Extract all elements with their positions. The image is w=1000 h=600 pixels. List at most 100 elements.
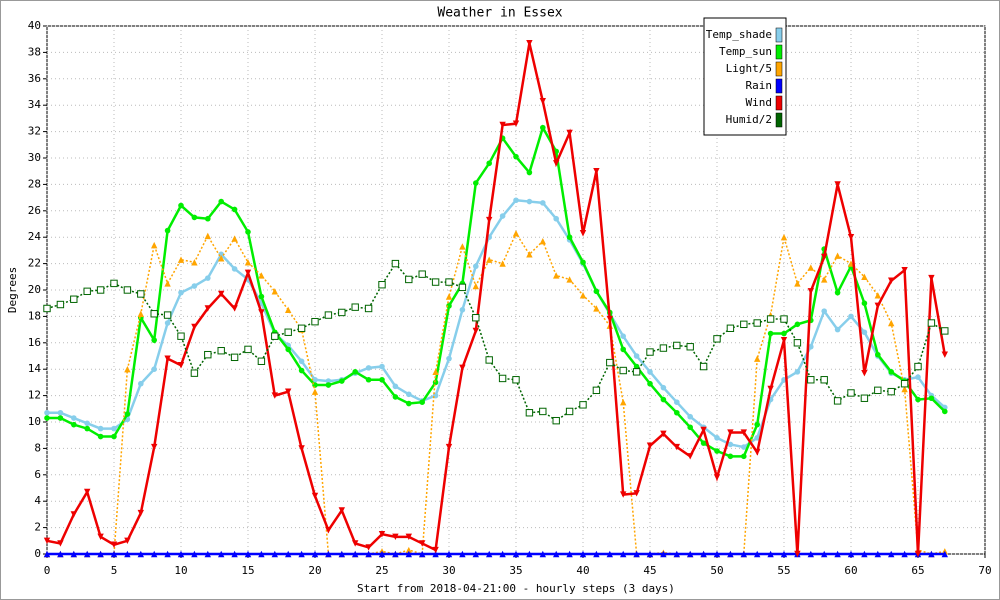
point <box>379 363 385 370</box>
point <box>901 550 908 558</box>
point <box>915 396 921 403</box>
series-line <box>47 231 945 555</box>
point <box>352 369 359 375</box>
point <box>674 399 680 406</box>
point <box>713 335 721 343</box>
point <box>151 550 158 558</box>
x-tick-label: 45 <box>643 564 656 577</box>
point <box>97 425 104 432</box>
point <box>619 366 627 375</box>
point <box>686 343 694 351</box>
point <box>754 421 760 428</box>
point <box>231 235 238 242</box>
point <box>325 382 332 388</box>
x-tick-label: 35 <box>509 564 522 577</box>
point <box>633 490 640 497</box>
point <box>218 255 225 262</box>
point <box>820 376 828 384</box>
point <box>338 308 346 317</box>
point <box>580 259 586 266</box>
point <box>513 153 519 160</box>
legend-swatch <box>775 95 783 111</box>
point <box>191 283 198 289</box>
point <box>177 256 185 263</box>
x-tick-label: 60 <box>844 564 857 577</box>
point <box>687 550 694 558</box>
point <box>419 550 426 558</box>
point <box>164 355 171 362</box>
point <box>311 317 319 326</box>
point <box>57 409 64 416</box>
point <box>419 540 426 547</box>
point <box>632 368 641 376</box>
y-axis-label: Degrees <box>6 267 19 313</box>
point <box>392 383 399 390</box>
point <box>794 280 801 287</box>
point <box>808 343 814 350</box>
point <box>445 550 453 558</box>
point <box>660 384 667 391</box>
point <box>123 286 132 294</box>
point <box>807 550 814 558</box>
point <box>526 550 533 558</box>
legend-label: Humid/2 <box>726 113 772 126</box>
point <box>888 319 895 327</box>
point <box>834 252 841 259</box>
point <box>204 350 212 359</box>
point <box>606 358 614 367</box>
point <box>405 275 413 284</box>
y-tick-label: 36 <box>28 72 41 85</box>
legend-swatch <box>775 78 783 94</box>
point <box>754 435 760 441</box>
point <box>445 293 453 300</box>
point <box>499 121 506 129</box>
point <box>767 550 774 558</box>
point <box>70 511 77 518</box>
point <box>205 215 211 222</box>
point <box>633 363 640 370</box>
point <box>459 243 466 250</box>
point <box>70 295 78 303</box>
point <box>364 304 373 313</box>
point <box>512 230 520 237</box>
point <box>687 424 693 431</box>
point <box>874 386 882 395</box>
point <box>673 443 680 451</box>
point <box>592 386 601 395</box>
point <box>566 550 573 558</box>
point <box>391 259 400 268</box>
point <box>138 380 144 387</box>
point <box>392 533 399 541</box>
point <box>486 160 493 167</box>
point <box>124 550 131 558</box>
point <box>781 330 787 337</box>
point <box>740 550 747 558</box>
point <box>231 206 238 213</box>
point <box>351 303 359 311</box>
legend-label: Wind <box>746 96 773 109</box>
point <box>473 263 479 270</box>
legend-swatch <box>775 27 783 43</box>
point <box>124 411 131 417</box>
point <box>191 259 198 266</box>
point <box>137 509 144 517</box>
point <box>378 281 386 289</box>
point <box>150 310 158 318</box>
point <box>178 202 184 209</box>
point <box>71 415 77 421</box>
point <box>218 550 225 558</box>
point <box>646 442 654 449</box>
point <box>525 409 534 417</box>
point <box>566 129 573 137</box>
point <box>271 392 278 399</box>
y-tick-label: 4 <box>34 494 41 507</box>
point <box>204 550 211 558</box>
point <box>231 305 238 312</box>
point <box>244 345 252 354</box>
point <box>579 230 587 237</box>
point <box>526 198 533 205</box>
point <box>888 277 895 284</box>
point <box>741 444 747 450</box>
point <box>378 550 386 558</box>
point <box>177 332 185 340</box>
